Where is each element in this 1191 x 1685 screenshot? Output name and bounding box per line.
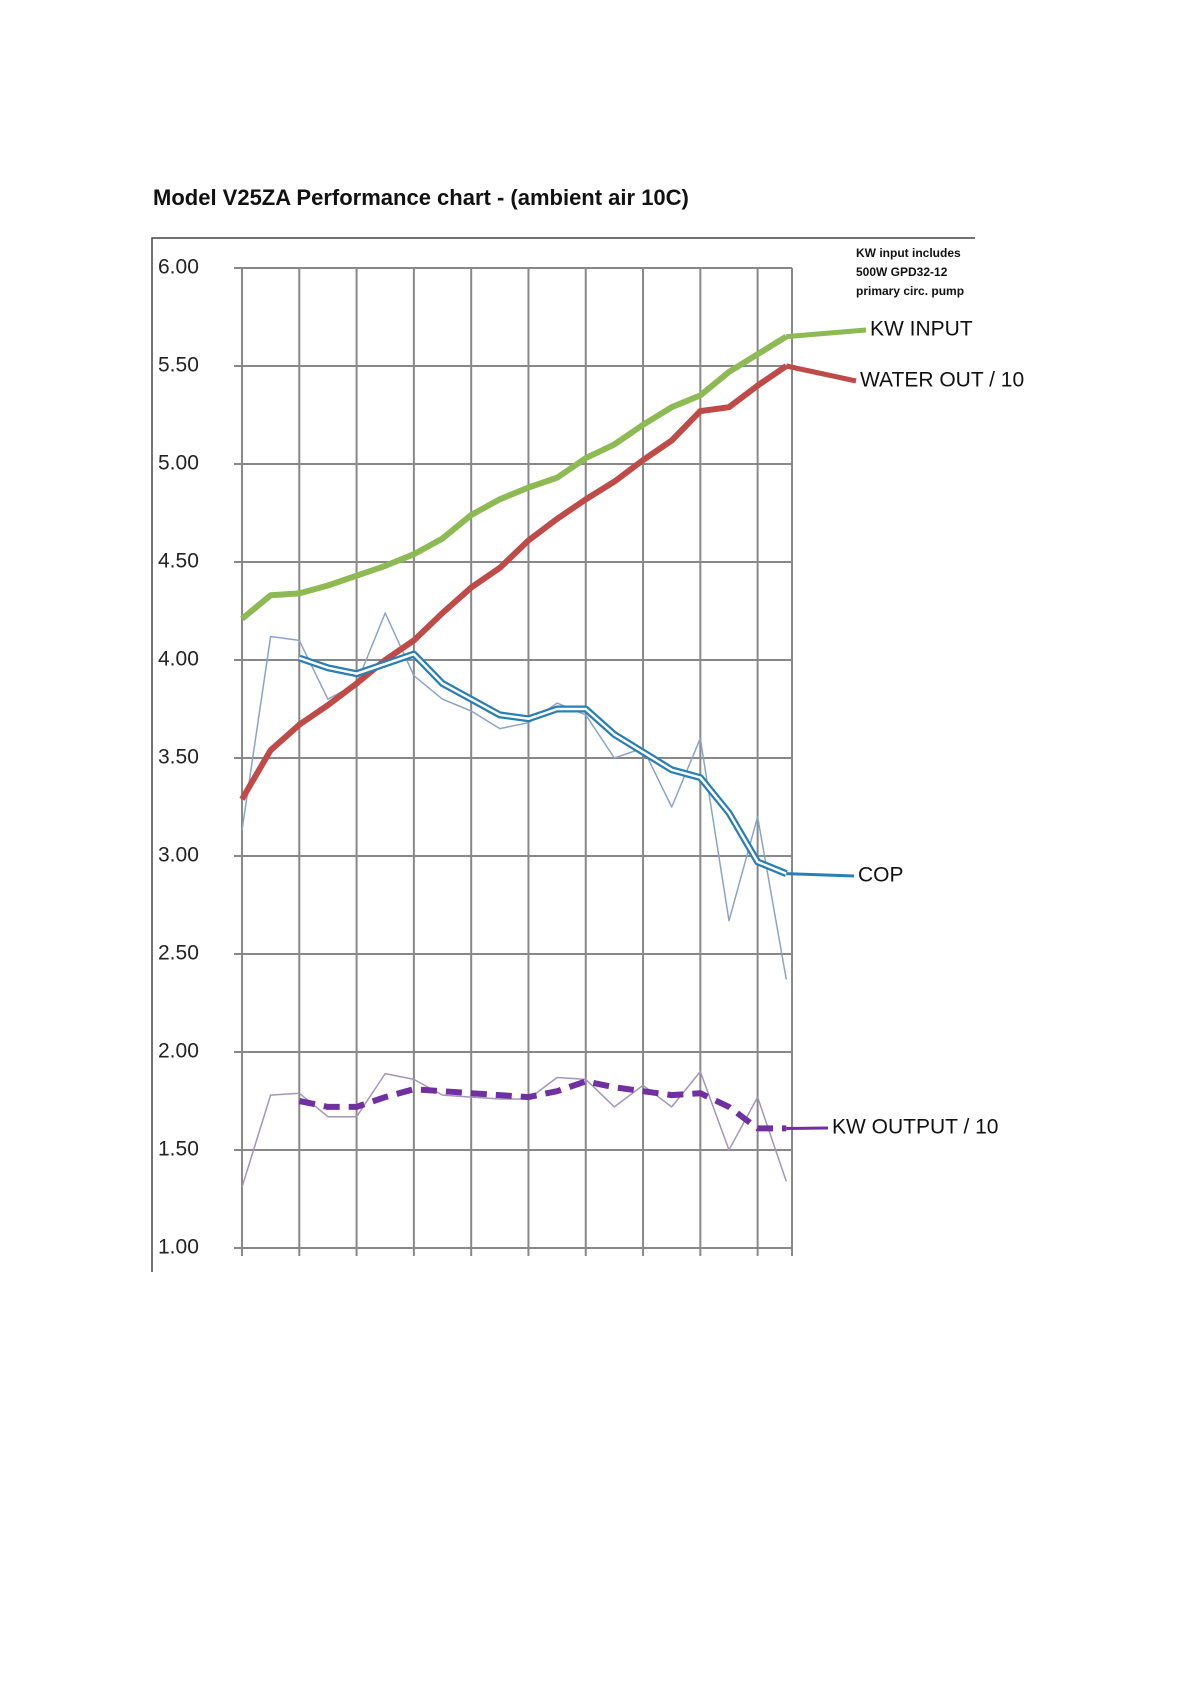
legend-label: KW INPUT — [870, 318, 973, 341]
annotation: 500W GPD32-12 — [856, 265, 948, 279]
y-tick-label: 4.50 — [158, 550, 199, 573]
y-tick-label: 2.50 — [158, 942, 199, 965]
y-tick-label: 6.00 — [158, 256, 199, 279]
chart-frame — [151, 237, 975, 1272]
legend-connector — [785, 363, 857, 384]
raw-line — [241, 1070, 788, 1188]
series-line — [298, 1078, 787, 1132]
legend-label: KW OUTPUT / 10 — [832, 1116, 998, 1139]
series-line — [239, 363, 788, 801]
chart-title: Model V25ZA Performance chart - (ambient… — [153, 185, 689, 210]
legend-label: COP — [858, 864, 904, 887]
legend-label: WATER OUT / 10 — [860, 369, 1024, 392]
series-line-inner — [298, 652, 787, 875]
y-tick-label: 1.50 — [158, 1138, 199, 1161]
legend-connector — [786, 327, 867, 340]
y-tick-label: 3.50 — [158, 746, 199, 769]
legend-connector — [786, 872, 855, 878]
y-tick-label: 5.50 — [158, 354, 199, 377]
y-tick-label: 1.00 — [158, 1236, 199, 1259]
raw-line — [241, 612, 788, 980]
series-line — [298, 650, 788, 877]
y-tick-label: 5.00 — [158, 452, 199, 475]
y-tick-label: 3.00 — [158, 844, 199, 867]
y-tick-label: 2.00 — [158, 1040, 199, 1063]
annotation: KW input includes — [856, 246, 961, 260]
y-tick-label: 4.00 — [158, 648, 199, 671]
series-line — [240, 334, 788, 622]
annotation: primary circ. pump — [856, 284, 964, 298]
